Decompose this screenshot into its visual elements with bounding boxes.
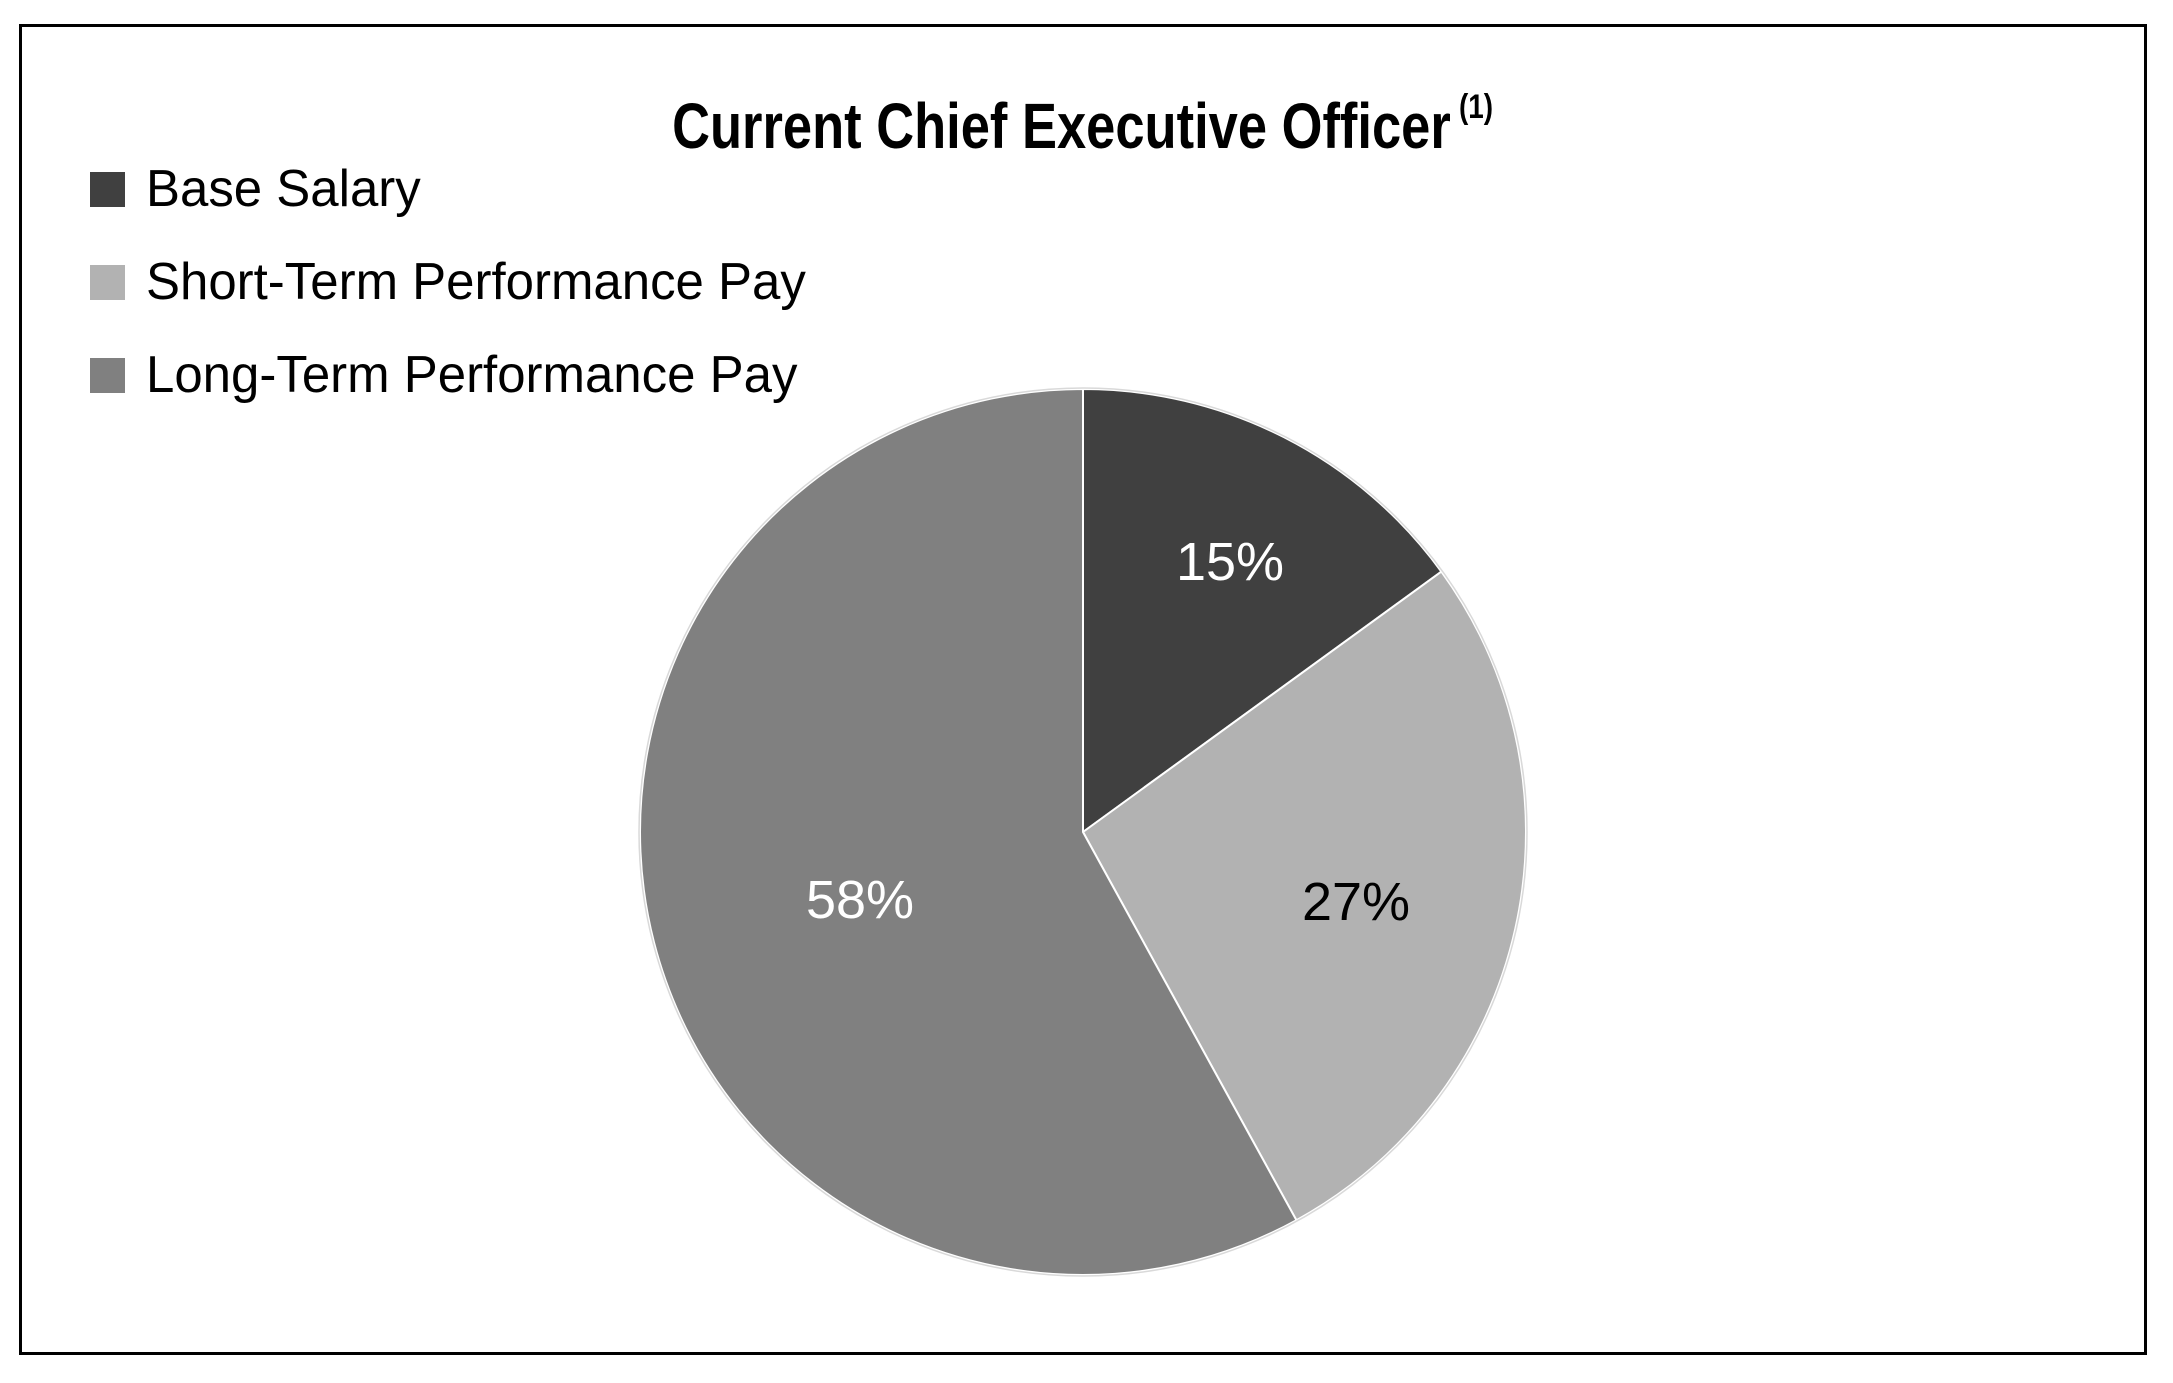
pie-outline bbox=[638, 387, 1528, 1277]
legend-item-base-salary: Base Salary bbox=[90, 159, 426, 219]
chart-title-text: Current Chief Executive Officer bbox=[672, 90, 1452, 162]
pie-slice-short-term-performance-pay bbox=[1081, 570, 1527, 1222]
chart-title: Current Chief Executive Officer (1) bbox=[673, 71, 1494, 162]
data-label-long-term: 58% bbox=[806, 870, 914, 930]
pie-data-labels: 15% 27% 58% bbox=[806, 532, 1410, 932]
pie-slices bbox=[638, 387, 1528, 1277]
data-label-base-salary: 15% bbox=[1176, 532, 1284, 592]
chart-title-container: Current Chief Executive Officer (1) bbox=[22, 71, 2144, 162]
legend-item-short-term-performance-pay: Short-Term Performance Pay bbox=[90, 252, 819, 312]
chart-title-footnote: (1) bbox=[1459, 88, 1494, 126]
legend-swatch-icon bbox=[90, 171, 125, 207]
legend-item-long-term-performance-pay: Long-Term Performance Pay bbox=[90, 345, 811, 405]
legend-swatch-icon bbox=[90, 264, 125, 300]
legend-label: Base Salary bbox=[146, 160, 421, 218]
legend-label: Short-Term Performance Pay bbox=[146, 253, 806, 311]
pie-slice-base-salary bbox=[1082, 387, 1443, 834]
pie-slice-long-term-performance-pay bbox=[638, 387, 1298, 1276]
legend-swatch-icon bbox=[90, 357, 125, 393]
data-label-short-term: 27% bbox=[1302, 872, 1410, 932]
legend-label: Long-Term Performance Pay bbox=[146, 346, 798, 404]
